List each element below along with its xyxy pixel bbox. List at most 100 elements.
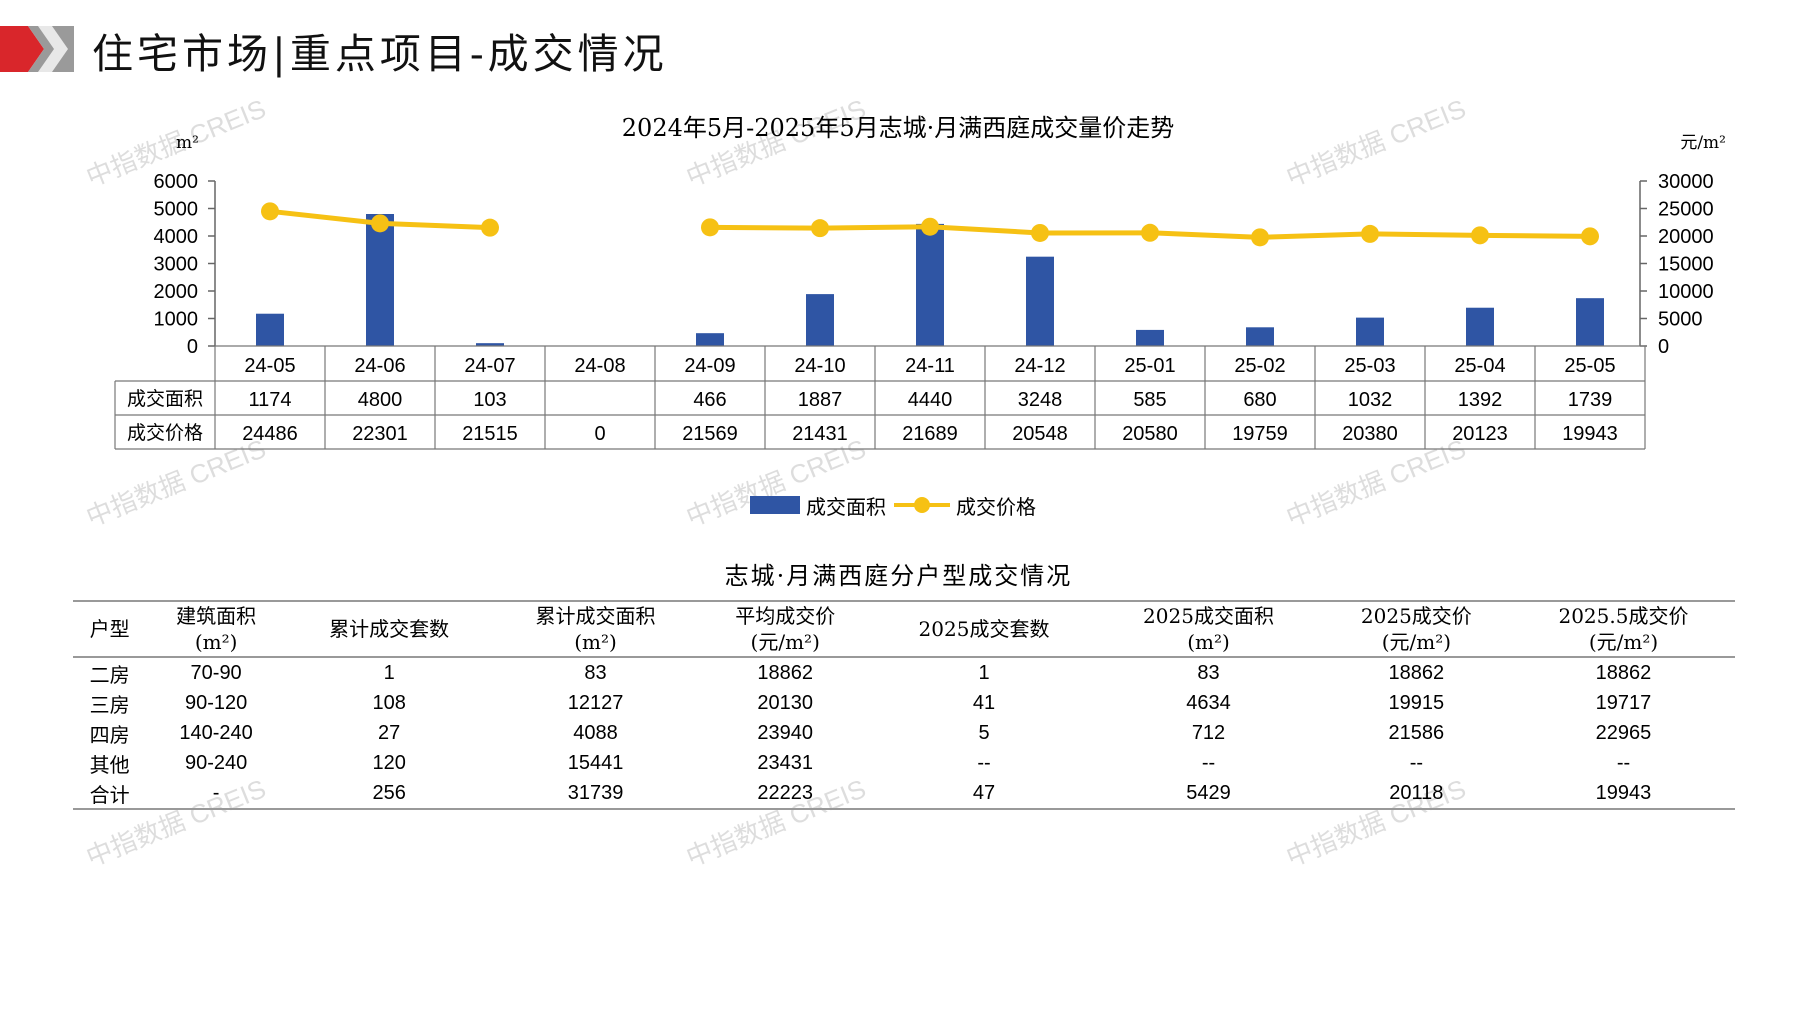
table-cell: -- <box>1616 751 1631 774</box>
chart-legend: 成交面积 成交价格 <box>750 490 1036 520</box>
table-cell: 1 <box>978 661 990 684</box>
price-point-24-12 <box>1031 223 1049 242</box>
bar-area-25-01 <box>1136 329 1164 346</box>
table-cell: 20118 <box>1320 778 1512 810</box>
table-cell: 15441 <box>567 751 624 774</box>
header-unit: (m²) <box>1187 630 1230 654</box>
x-tick-label: 24-08 <box>574 355 625 377</box>
table-row: 合计 -256 31739 22223 47 5429 20118 19943 <box>73 778 1735 810</box>
data-label: 4440 <box>908 389 953 411</box>
table-header-cell: 2025成交价 (元/m²) <box>1320 600 1512 658</box>
x-tick-label: 25-02 <box>1234 355 1285 377</box>
table-cell: -- <box>977 751 991 774</box>
header-label: 累计成交套数 <box>329 617 450 641</box>
x-tick-label: 24-11 <box>905 355 955 377</box>
table-header-cell: 2025成交面积 (m²) <box>1096 600 1321 658</box>
data-label: 20548 <box>1012 423 1068 445</box>
table-cell: 1 <box>383 661 395 684</box>
bar-area-24-07 <box>476 343 504 346</box>
table-cell: 12127 <box>567 691 624 714</box>
x-tick-label: 24-12 <box>1014 355 1065 377</box>
left-tick-label: 3000 <box>154 254 199 276</box>
header-unit: (元/m²) <box>750 630 820 654</box>
data-label: 466 <box>693 389 726 411</box>
table-header-cell: 2025成交套数 <box>871 600 1097 658</box>
x-tick-label: 24-10 <box>794 355 845 377</box>
data-label: 3248 <box>1018 389 1063 411</box>
page-title: 住宅市场|重点项目-成交情况 <box>92 30 668 78</box>
table-cell: -- <box>1409 751 1424 774</box>
table-cell: 90-120 <box>184 691 248 714</box>
data-label: 20580 <box>1122 423 1178 445</box>
left-tick-label: 1000 <box>154 309 199 331</box>
data-table-row-label: 成交面积 <box>127 388 203 410</box>
table-cell: 23431 <box>757 751 814 774</box>
price-point-24-07 <box>481 218 499 237</box>
table-row: 四房 140-240 27 4088 23940 5 712 21586 22965 <box>73 718 1735 748</box>
bar-area-24-06 <box>366 214 394 346</box>
header-label: 2025.5成交价 <box>1558 604 1689 628</box>
bar-area-25-03 <box>1356 317 1384 346</box>
table-row: 其他 90-240 120 15441 23431 -- -- -- -- <box>73 748 1735 778</box>
data-label: 24486 <box>242 423 298 445</box>
table-cell: 27 <box>378 721 401 744</box>
bar-area-24-10 <box>806 294 834 346</box>
right-tick-label: 30000 <box>1658 171 1714 193</box>
right-tick-label: 5000 <box>1658 309 1703 331</box>
table-cell: 23940 <box>757 721 814 744</box>
left-tick-label: 6000 <box>154 171 199 193</box>
bar-area-25-02 <box>1246 327 1274 346</box>
data-label: 103 <box>473 389 506 411</box>
table-header-cell: 建筑面积 (m²) <box>146 600 286 658</box>
price-point-25-01 <box>1141 223 1159 242</box>
table-cell: 22965 <box>1595 721 1652 744</box>
left-tick-label: 2000 <box>154 281 199 303</box>
right-axis-unit: 元/m² <box>1680 133 1726 153</box>
table-cell: 19943 <box>1511 778 1735 810</box>
legend-item-area: 成交面积 <box>806 494 886 519</box>
table-cell: 41 <box>972 691 996 714</box>
legend-bar-swatch <box>750 496 800 514</box>
data-label: 585 <box>1133 389 1166 411</box>
legend-line-swatch <box>894 497 950 513</box>
data-label: 20123 <box>1452 423 1508 445</box>
price-point-24-10 <box>811 219 829 238</box>
header-label: 建筑面积 <box>176 604 257 628</box>
data-label: 1739 <box>1568 389 1613 411</box>
data-label: 680 <box>1243 389 1276 411</box>
left-tick-label: 0 <box>187 336 198 358</box>
table-cell: 5 <box>978 721 990 744</box>
left-tick-label: 5000 <box>154 199 199 221</box>
table-header-cell: 户型 <box>73 600 147 658</box>
table-cell: 256 <box>286 778 493 810</box>
table-cell: - <box>146 778 286 810</box>
x-tick-label: 24-09 <box>684 355 735 377</box>
table-title: 志城·月满西庭分户型成交情况 <box>724 562 1073 590</box>
header-unit: (元/m²) <box>1588 630 1659 654</box>
table-cell: 4088 <box>573 721 618 744</box>
table-cell: 21586 <box>1388 721 1445 744</box>
header-unit: (m²) <box>194 630 238 654</box>
header-label: 户型 <box>89 617 130 641</box>
data-label: 1032 <box>1348 389 1393 411</box>
right-tick-label: 20000 <box>1658 226 1714 248</box>
table-header-cell: 累计成交面积 (m²) <box>492 600 699 658</box>
table-cell: 22223 <box>698 778 872 810</box>
table-header-row: 户型 建筑面积 (m²) 累计成交套数 累计成交面积 (m²) 平均成交价 (元/m²) 202… <box>73 600 1735 658</box>
table-cell: 三房 <box>89 692 130 717</box>
x-tick-label: 25-01 <box>1124 355 1175 377</box>
left-tick-label: 4000 <box>154 226 199 248</box>
volume-price-chart: 2024年5月-2025年5月志城·月满西庭成交量价走势 m² 元/m² 6000 30… <box>114 114 1726 450</box>
chart-title: 2024年5月-2025年5月志城·月满西庭成交量价走势 <box>622 114 1174 142</box>
data-label: 21689 <box>902 423 958 445</box>
table-cell: 19717 <box>1595 691 1652 714</box>
header-label: 2025成交价 <box>1360 604 1472 628</box>
data-label: 21431 <box>792 423 848 445</box>
brand-logo <box>0 26 74 72</box>
bar-area-24-09 <box>696 333 724 346</box>
left-axis-unit: m² <box>176 133 199 153</box>
price-point-24-09 <box>701 218 719 237</box>
right-tick-label: 0 <box>1658 336 1669 358</box>
table-row: 二房 70-90 1 83 18862 1 83 18862 18862 <box>73 657 1735 688</box>
table-header-cell: 累计成交套数 <box>286 600 493 658</box>
